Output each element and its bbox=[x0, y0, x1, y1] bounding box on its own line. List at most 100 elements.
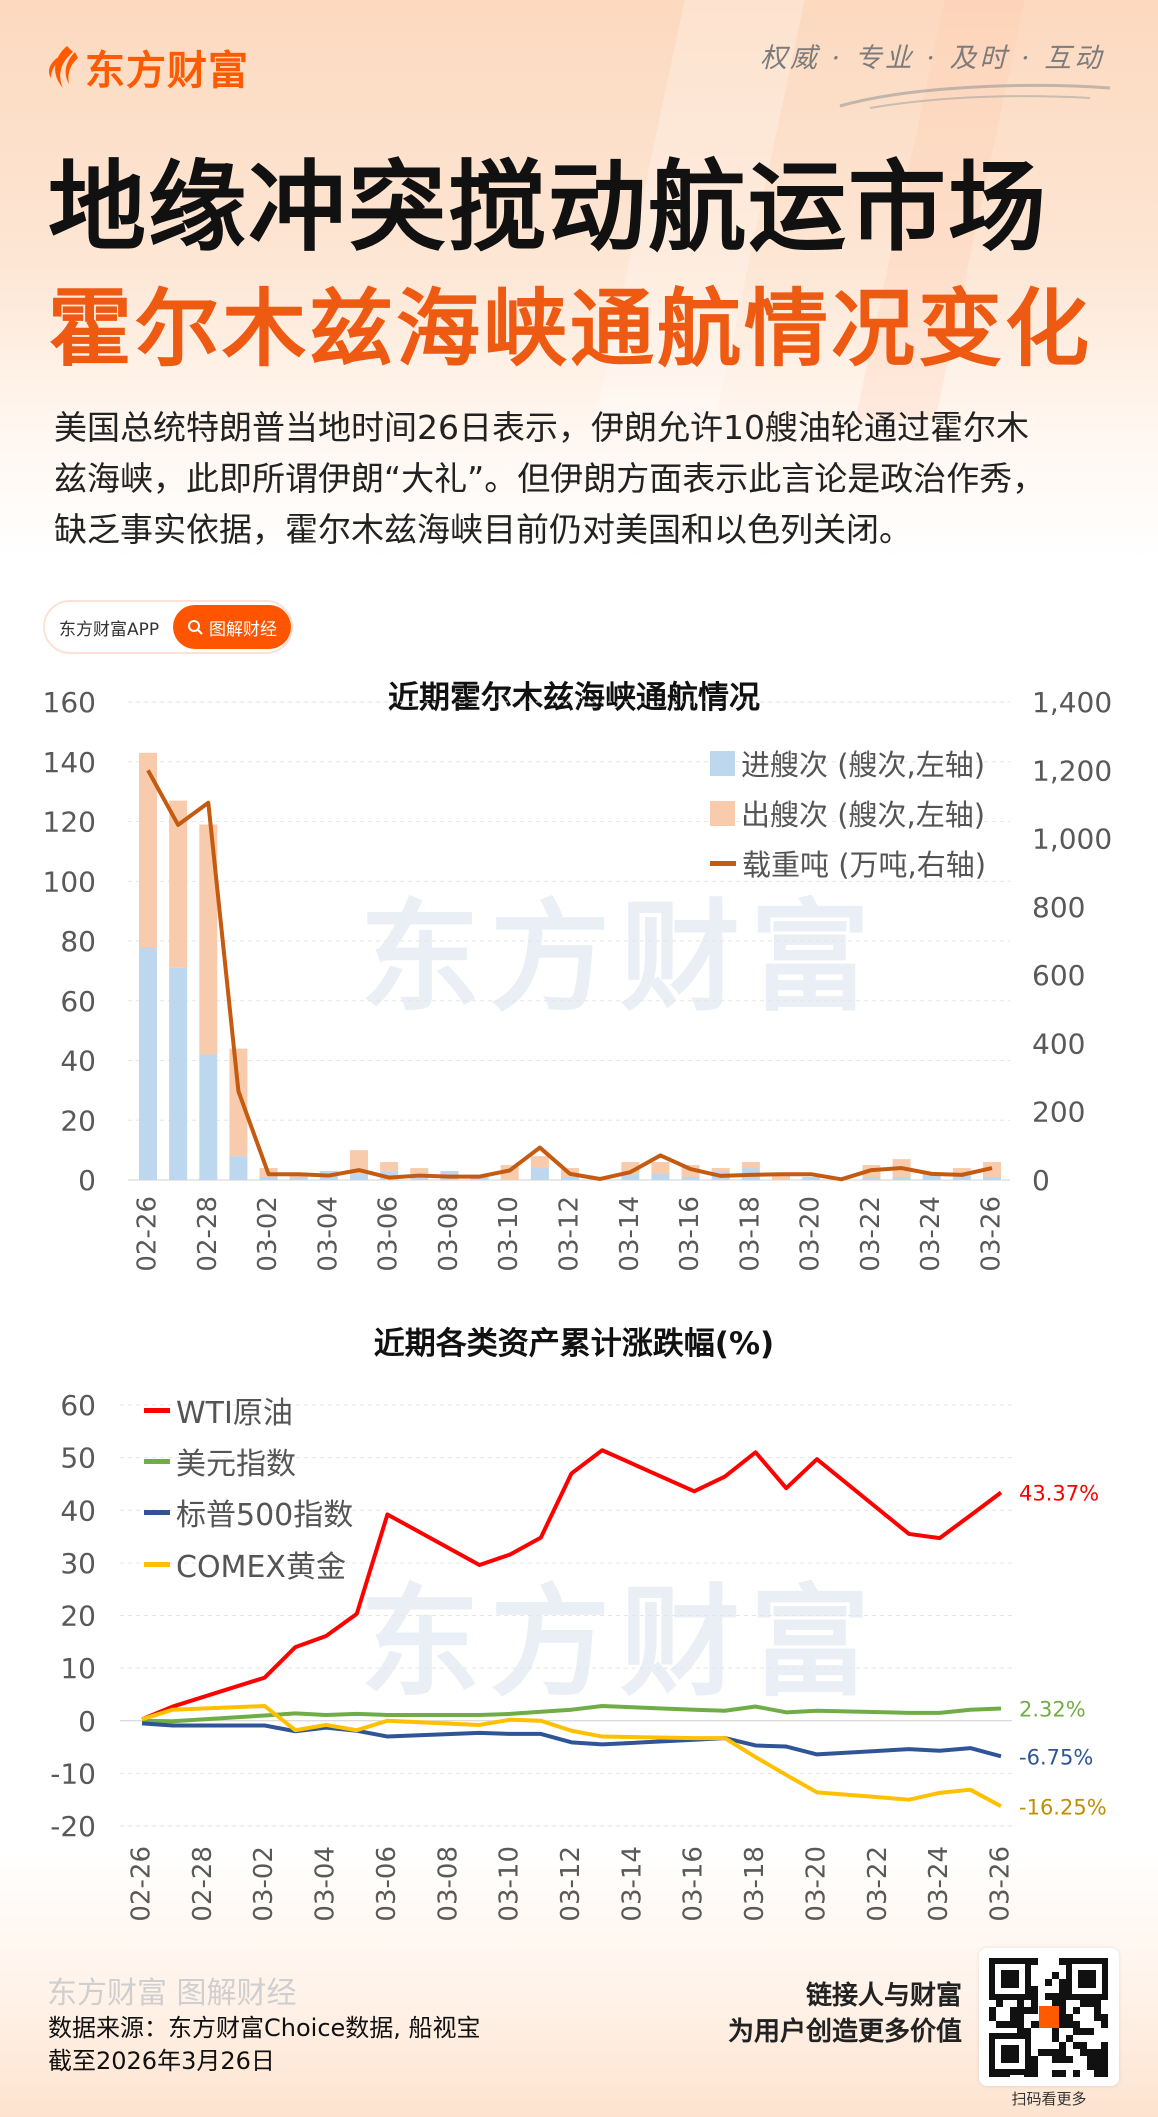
left-axis-tick: 20 bbox=[60, 1104, 96, 1137]
legend-label: 进艘次 (艘次,左轴) bbox=[741, 748, 986, 782]
bar-outbound bbox=[229, 1048, 248, 1157]
intro-paragraph: 美国总统特朗普当地时间26日表示，伊朗允许10艘油轮通过霍尔木 兹海峡，此即所谓… bbox=[54, 402, 1114, 555]
y-axis-tick: 50 bbox=[60, 1442, 96, 1475]
x-axis-tick: 03-18 bbox=[735, 1196, 765, 1272]
graphic-finance-label: 图解财经 bbox=[209, 619, 278, 640]
chart1-legend-item: 载重吨 (万吨,右轴) bbox=[710, 842, 986, 884]
footer-brand: 东方财富 图解财经 bbox=[47, 1976, 297, 2011]
left-axis-tick: 120 bbox=[43, 806, 96, 839]
right-axis-tick: 0 bbox=[1032, 1164, 1050, 1197]
legend-label: COMEX黄金 bbox=[176, 1550, 346, 1585]
bar-inbound bbox=[621, 1174, 640, 1180]
left-axis-tick: 80 bbox=[60, 925, 96, 958]
bar-inbound bbox=[410, 1177, 429, 1180]
y-axis-tick: -20 bbox=[50, 1810, 96, 1843]
x-axis-tick: 03-22 bbox=[863, 1846, 893, 1922]
bar-inbound bbox=[199, 1054, 218, 1180]
chart2-title: 近期各类资产累计涨跌幅(%) bbox=[373, 1326, 775, 1362]
bar-inbound bbox=[259, 1177, 278, 1180]
end-value-label: 2.32% bbox=[1019, 1698, 1086, 1722]
intro-line: 美国总统特朗普当地时间26日表示，伊朗允许10艘油轮通过霍尔木 bbox=[54, 408, 1029, 447]
legend-label: 出艘次 (艘次,左轴) bbox=[741, 798, 986, 832]
bar-inbound bbox=[561, 1177, 579, 1180]
x-axis-tick: 03-04 bbox=[313, 1196, 343, 1272]
slogan-swoosh-icon bbox=[839, 83, 1111, 109]
end-value-label: -16.25% bbox=[1019, 1795, 1107, 1819]
subheadline: 霍尔木兹海峡通航情况变化 bbox=[48, 280, 1093, 378]
tagline-line: 为用户创造更多价值 bbox=[727, 2017, 962, 2047]
app-label: 东方财富APP bbox=[59, 619, 160, 640]
end-value-label: 43.37% bbox=[1019, 1482, 1099, 1506]
bar-outbound bbox=[380, 1162, 399, 1172]
flame-logo-icon bbox=[49, 46, 78, 88]
legend-swatch bbox=[144, 1561, 170, 1567]
bar-inbound bbox=[892, 1177, 911, 1180]
legend-swatch bbox=[710, 860, 736, 866]
qr-code-icon bbox=[989, 1958, 1108, 2077]
intro-line: 兹海峡，此即所谓伊朗“大礼”。但伊朗方面表示此言论是政治作秀， bbox=[54, 459, 1046, 498]
bar-outbound bbox=[772, 1174, 790, 1180]
bar-inbound bbox=[139, 946, 157, 1180]
x-axis-tick: 02-28 bbox=[188, 1846, 218, 1922]
bar-outbound bbox=[711, 1168, 730, 1172]
chart1-title: 近期霍尔木兹海峡通航情况 bbox=[388, 680, 760, 716]
series-line-0 bbox=[141, 1448, 1003, 1722]
x-axis-tick: 03-20 bbox=[801, 1846, 831, 1922]
qr-code[interactable] bbox=[979, 1948, 1119, 2086]
x-axis-tick: 03-14 bbox=[617, 1846, 647, 1922]
bar-inbound bbox=[229, 1156, 248, 1180]
tagline: 链接人与财富 为用户创造更多价值 bbox=[640, 1978, 962, 2050]
series-line-3 bbox=[141, 1704, 1002, 1809]
as-of-date: 截至2026年3月26日 bbox=[48, 2047, 275, 2075]
right-axis-tick: 600 bbox=[1032, 959, 1085, 992]
x-axis-tick: 03-12 bbox=[555, 1196, 585, 1272]
bar-outbound bbox=[952, 1168, 971, 1175]
intro-line: 缺乏事实依据，霍尔木兹海峡目前仍对美国和以色列关闭。 bbox=[54, 510, 912, 549]
bar-inbound bbox=[952, 1174, 971, 1180]
legend-label: 美元指数 bbox=[176, 1447, 296, 1482]
x-axis-tick: 03-14 bbox=[615, 1196, 645, 1272]
x-axis-tick: 03-02 bbox=[249, 1846, 279, 1922]
right-axis-tick: 1,400 bbox=[1032, 686, 1112, 719]
x-axis-tick: 03-26 bbox=[977, 1196, 1007, 1272]
app-pill[interactable]: 东方财富APP 图解财经 bbox=[43, 600, 293, 654]
x-axis-tick: 03-08 bbox=[433, 1846, 463, 1922]
legend-swatch bbox=[144, 1407, 170, 1413]
left-axis-tick: 0 bbox=[78, 1164, 96, 1197]
bar-inbound bbox=[169, 967, 188, 1180]
bar-outbound bbox=[651, 1162, 670, 1175]
left-axis-tick: 140 bbox=[43, 746, 96, 779]
graphic-finance-button[interactable]: 图解财经 bbox=[173, 605, 291, 649]
series-line-1 bbox=[141, 1704, 1002, 1724]
search-icon bbox=[188, 620, 203, 635]
y-axis-tick: 40 bbox=[60, 1494, 96, 1527]
right-axis-tick: 1,000 bbox=[1032, 823, 1112, 856]
chart1-legend-item: 出艘次 (艘次,左轴) bbox=[710, 792, 985, 834]
x-axis-tick: 03-24 bbox=[916, 1196, 946, 1272]
legend-swatch bbox=[710, 750, 735, 776]
x-axis-tick: 03-24 bbox=[924, 1846, 954, 1922]
x-axis-tick: 02-28 bbox=[193, 1196, 223, 1272]
bar-outbound bbox=[410, 1168, 429, 1178]
x-axis-tick: 03-10 bbox=[495, 1846, 525, 1922]
headline: 地缘冲突搅动航运市场 bbox=[48, 151, 1049, 265]
bar-inbound bbox=[289, 1177, 308, 1180]
x-axis-tick: 02-26 bbox=[133, 1196, 163, 1272]
chart2-legend-item: WTI原油 bbox=[144, 1388, 293, 1432]
bar-outbound bbox=[199, 824, 218, 1055]
y-axis-tick: -10 bbox=[50, 1757, 96, 1790]
x-axis-tick: 03-22 bbox=[856, 1196, 886, 1272]
watermark: 东方财富 bbox=[360, 1574, 880, 1713]
legend-label: 标普500指数 bbox=[176, 1498, 354, 1533]
x-axis-tick: 02-26 bbox=[127, 1846, 157, 1922]
source-text: 数据来源：东方财富Choice数据, 船视宝 bbox=[48, 2014, 481, 2042]
x-axis-tick: 03-06 bbox=[372, 1846, 402, 1922]
x-axis-tick: 03-08 bbox=[434, 1196, 464, 1272]
bar-inbound bbox=[681, 1177, 700, 1180]
legend-swatch bbox=[710, 800, 735, 826]
legend-swatch bbox=[144, 1509, 170, 1515]
x-axis-tick: 03-18 bbox=[740, 1846, 770, 1922]
legend-label: WTI原油 bbox=[176, 1396, 293, 1431]
right-axis-tick: 800 bbox=[1032, 891, 1085, 924]
